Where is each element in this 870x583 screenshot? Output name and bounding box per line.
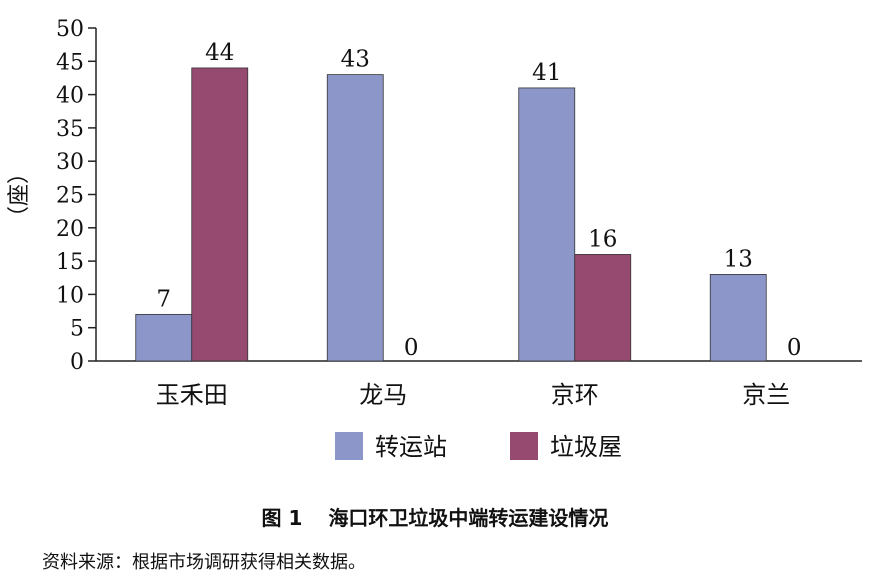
bar-value-label: 13 xyxy=(724,246,753,272)
y-tick-label: 5 xyxy=(70,317,84,342)
bar-value-label: 44 xyxy=(205,40,234,66)
legend: 转运站 垃圾屋 xyxy=(335,432,622,461)
y-tick-label: 35 xyxy=(56,117,84,142)
figure-caption: 图 1 海口环卫垃圾中端转运建设情况 xyxy=(0,502,870,531)
figure-number: 图 1 xyxy=(261,506,303,530)
bar-value-label: 43 xyxy=(341,47,370,73)
legend-label: 垃圾屋 xyxy=(550,433,622,461)
y-tick-label: 20 xyxy=(56,217,84,242)
bar xyxy=(135,313,193,362)
x-category-label: 京环 xyxy=(551,381,599,409)
bar xyxy=(574,254,632,362)
y-tick-label: 50 xyxy=(56,17,84,42)
y-tick-label: 45 xyxy=(56,50,84,75)
figure-title: 海口环卫垃圾中端转运建设情况 xyxy=(328,506,609,530)
y-tick-label: 30 xyxy=(56,150,84,175)
bar xyxy=(191,67,249,362)
bar-value-label: 16 xyxy=(588,226,617,252)
x-category-label: 龙马 xyxy=(359,381,407,409)
y-axis-label: （座） xyxy=(7,162,32,228)
x-category-label: 京兰 xyxy=(742,381,790,409)
bar xyxy=(709,274,767,362)
y-tick-label: 40 xyxy=(56,84,84,109)
y-tick-label: 25 xyxy=(56,184,84,209)
x-category-label: 玉禾田 xyxy=(156,381,228,409)
category-labels: 玉禾田 龙马 京环 京兰 xyxy=(156,381,791,409)
legend-swatch xyxy=(510,432,538,460)
y-tick-label: 10 xyxy=(56,283,84,308)
y-tick-label: 0 xyxy=(70,350,84,375)
data-labels: 7 44 43 0 41 16 13 0 xyxy=(156,40,801,361)
bar-value-label: 0 xyxy=(404,335,419,361)
legend-label: 转运站 xyxy=(375,433,447,461)
source-note: 资料来源：根据市场调研获得相关数据。 xyxy=(42,552,366,573)
bar xyxy=(518,87,576,362)
bar-value-label: 41 xyxy=(532,60,561,86)
y-axis-ticks: 0 5 10 15 20 25 30 35 40 45 50 xyxy=(56,17,96,375)
y-tick-label: 15 xyxy=(56,250,84,275)
bar-chart: 0 5 10 15 20 25 30 35 40 45 50 7 44 43 0 41 16 13 0 玉禾田 龙马… xyxy=(7,17,862,461)
bar-value-label: 0 xyxy=(787,335,802,361)
bar xyxy=(326,74,384,362)
bar-value-label: 7 xyxy=(156,286,171,312)
legend-swatch xyxy=(335,432,363,460)
chart-bars xyxy=(135,67,767,362)
